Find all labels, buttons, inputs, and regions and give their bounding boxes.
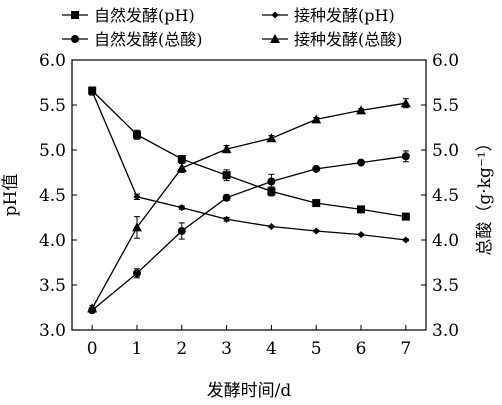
y-tick-label: 6.0 <box>39 51 66 71</box>
legend-item-4: 接种发酵(总酸) <box>262 30 403 49</box>
data-point <box>177 227 186 235</box>
y2-tick-label: 4.0 <box>432 231 459 251</box>
data-point <box>312 227 320 235</box>
x-tick-label: 3 <box>221 339 232 359</box>
data-point <box>311 114 322 124</box>
legend-marker <box>271 11 279 19</box>
data-point <box>401 212 410 221</box>
data-point <box>133 193 141 201</box>
x-tick-label: 6 <box>356 339 367 359</box>
legend-marker <box>71 11 79 19</box>
data-point <box>223 215 231 223</box>
x-tick-label: 4 <box>266 339 277 359</box>
legend-item-2: 接种发酵(pH) <box>262 6 395 25</box>
data-point <box>400 98 411 108</box>
legend-label: 自然发酵(pH) <box>94 6 195 25</box>
data-point <box>401 152 410 161</box>
legend-label: 自然发酵(总酸) <box>94 30 203 49</box>
data-point <box>176 163 187 172</box>
data-point <box>87 303 98 313</box>
data-point <box>131 222 142 232</box>
plot-frame <box>71 59 427 331</box>
data-point <box>357 205 366 214</box>
data-point <box>357 231 365 239</box>
data-point <box>178 204 186 212</box>
data-point <box>402 236 410 244</box>
data-point <box>267 177 276 186</box>
data-point <box>267 187 276 196</box>
series-line <box>91 90 406 218</box>
y2-tick-label: 5.5 <box>432 96 459 116</box>
y-tick-label: 3.5 <box>39 276 66 296</box>
x-axis-title: 发酵时间/d <box>207 381 292 401</box>
data-point <box>267 223 275 230</box>
legend-item-3: 自然发酵(总酸) <box>62 30 203 49</box>
legend-item-1: 自然发酵(pH) <box>62 6 195 25</box>
data-point <box>221 144 232 154</box>
legend-label: 接种发酵(pH) <box>294 6 395 25</box>
y2-tick-label: 3.5 <box>432 276 459 296</box>
x-tick-label: 0 <box>87 339 98 359</box>
data-point <box>132 130 141 139</box>
y2-axis-title: 总酸（g·kg⁻¹） <box>475 134 495 255</box>
series-2 <box>88 87 410 244</box>
data-point <box>266 133 277 143</box>
data-point <box>222 171 231 180</box>
y-axis-title: pH值 <box>1 174 21 217</box>
legend: 自然发酵(pH) 接种发酵(pH) 自然发酵(总酸) 接种发酵(总酸) <box>62 6 403 49</box>
legend-label: 接种发酵(总酸) <box>294 30 403 49</box>
y-tick-label: 3.0 <box>39 321 66 341</box>
data-point <box>312 164 321 173</box>
series-line <box>91 155 406 311</box>
y-tick-label: 4.5 <box>39 186 66 206</box>
legend-marker <box>71 35 79 43</box>
x-tick-label: 2 <box>176 339 187 359</box>
data-point <box>357 158 366 167</box>
data-point <box>222 193 231 202</box>
y2-tick-label: 6.0 <box>432 51 459 71</box>
series-4 <box>87 98 411 313</box>
x-tick-label: 7 <box>400 339 411 359</box>
x-tick-label: 5 <box>311 339 322 359</box>
data-point <box>312 199 321 208</box>
series-line <box>91 102 406 309</box>
y-tick-label: 5.0 <box>39 141 66 161</box>
series-line <box>91 91 406 241</box>
y2-tick-label: 3.0 <box>432 321 459 341</box>
data-point <box>177 155 186 163</box>
data-point <box>88 88 96 95</box>
legend-marker <box>270 34 280 43</box>
y2-tick-label: 5.0 <box>432 141 459 161</box>
x-tick-label: 1 <box>132 339 143 359</box>
axis-ticks: 0 1 2 3 4 5 6 7 3.0 3.5 4.0 4.5 5.0 5.5 6.0 3.0 3.5 4.0 4.… <box>39 51 459 359</box>
y-tick-label: 4.0 <box>39 231 66 251</box>
series-layer <box>87 86 411 315</box>
y2-tick-label: 4.5 <box>432 186 459 206</box>
y-tick-label: 5.5 <box>39 96 66 116</box>
data-point <box>356 105 367 115</box>
data-point <box>132 269 141 278</box>
